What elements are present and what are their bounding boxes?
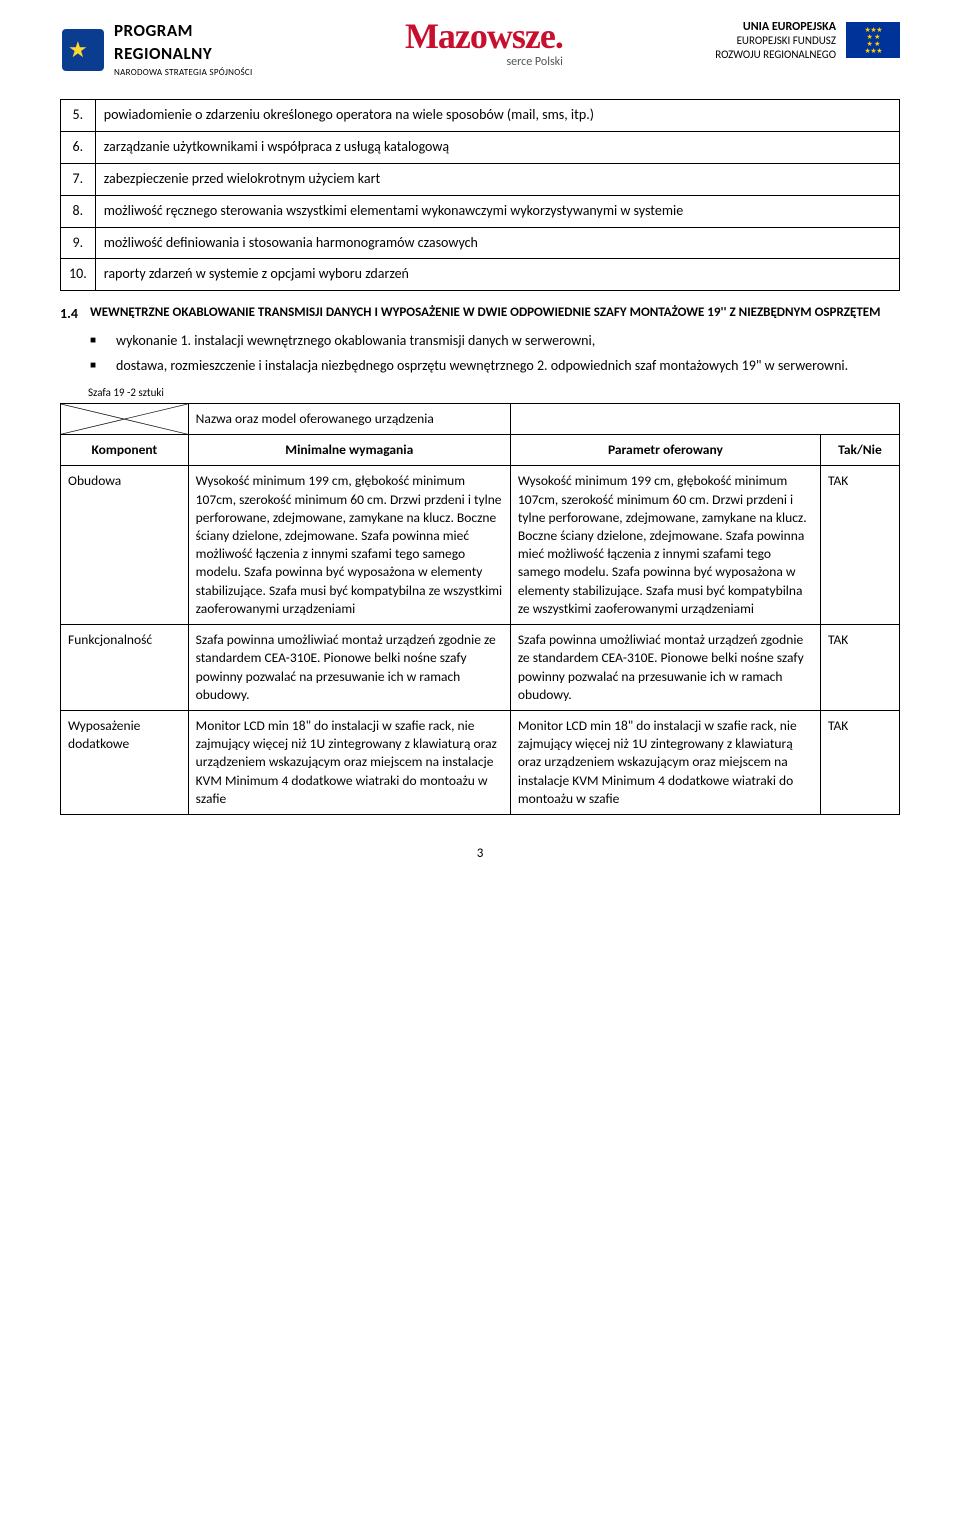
list-row: 6.zarządzanie użytkownikami i współpraca… — [61, 131, 900, 163]
col-header-komponent: Komponent — [61, 435, 189, 466]
list-number: 10. — [61, 259, 96, 291]
list-text: możliwość definiowania i stosowania harm… — [95, 227, 899, 259]
list-number: 8. — [61, 195, 96, 227]
spec-min: Szafa powinna umożliwiać montaż urządzeń… — [188, 625, 510, 711]
list-row: 7.zabezpieczenie przed wielokrotnym użyc… — [61, 163, 900, 195]
name-model-label: Nazwa oraz model oferowanego urządzenia — [188, 403, 510, 434]
program-regionalny-text: PROGRAM REGIONALNY NARODOWA STRATEGIA SP… — [114, 20, 253, 79]
logo-eu: UNIA EUROPEJSKA EUROPEJSKI FUNDUSZ ROZWO… — [715, 20, 900, 61]
page-number: 3 — [60, 845, 900, 863]
spec-row: Wyposażenie dodatkoweMonitor LCD min 18"… — [61, 710, 900, 814]
list-number: 7. — [61, 163, 96, 195]
spec-row: FunkcjonalnośćSzafa powinna umożliwiać m… — [61, 625, 900, 711]
program-regionalny-icon: ★ — [60, 24, 106, 76]
spec-param: Monitor LCD min 18" do instalacji w szaf… — [510, 710, 820, 814]
eu-flag-icon: ★ ★ ★★ ★★ ★★ ★ ★ — [846, 22, 900, 58]
bullet-item: dostawa, rozmieszczenie i instalacja nie… — [90, 357, 900, 376]
bullet-list: wykonanie 1. instalacji wewnętrznego oka… — [60, 332, 900, 376]
col-header-taknie: Tak/Nie — [820, 435, 899, 466]
eu-line3: ROZWOJU REGIONALNEGO — [715, 48, 836, 61]
cross-icon — [61, 404, 188, 434]
name-model-value — [510, 403, 899, 434]
spec-komponent: Funkcjonalność — [61, 625, 189, 711]
list-row: 8.możliwość ręcznego sterowania wszystki… — [61, 195, 900, 227]
spec-min: Monitor LCD min 18" do instalacji w szaf… — [188, 710, 510, 814]
mazowsze-logo-text: Mazowsze. — [405, 20, 563, 52]
page-header: ★ PROGRAM REGIONALNY NARODOWA STRATEGIA … — [60, 20, 900, 79]
col-header-min: Minimalne wymagania — [188, 435, 510, 466]
list-text: zabezpieczenie przed wielokrotnym użycie… — [95, 163, 899, 195]
spec-taknie: TAK — [820, 625, 899, 711]
list-number: 9. — [61, 227, 96, 259]
spec-taknie: TAK — [820, 710, 899, 814]
spec-row: ObudowaWysokość minimum 199 cm, głębokoś… — [61, 466, 900, 625]
spec-param: Szafa powinna umożliwiać montaż urządzeń… — [510, 625, 820, 711]
section-title: WEWNĘTRZNE OKABLOWANIE TRANSMISJI DANYCH… — [90, 305, 881, 322]
list-text: możliwość ręcznego sterowania wszystkimi… — [95, 195, 899, 227]
logo-mazowsze: Mazowsze. serce Polski — [405, 20, 563, 71]
crossed-cell — [61, 403, 189, 434]
mazowsze-sub: serce Polski — [405, 54, 563, 70]
spec-param: Wysokość minimum 199 cm, głębokość minim… — [510, 466, 820, 625]
list-text: raporty zdarzeń w systemie z opcjami wyb… — [95, 259, 899, 291]
eu-line2: EUROPEJSKI FUNDUSZ — [715, 34, 836, 47]
list-text: zarządzanie użytkownikami i współpraca z… — [95, 131, 899, 163]
eu-text: UNIA EUROPEJSKA EUROPEJSKI FUNDUSZ ROZWO… — [715, 20, 836, 61]
spec-table: Nazwa oraz model oferowanego urządzenia … — [60, 403, 900, 815]
header-left-line3: NARODOWA STRATEGIA SPÓJNOŚCI — [114, 67, 253, 79]
bullet-item: wykonanie 1. instalacji wewnętrznego oka… — [90, 332, 900, 351]
header-left-line2: REGIONALNY — [114, 43, 253, 66]
spec-min: Wysokość minimum 199 cm, głębokość minim… — [188, 466, 510, 625]
list-row: 10.raporty zdarzeń w systemie z opcjami … — [61, 259, 900, 291]
section-number: 1.4 — [60, 305, 78, 324]
spec-taknie: TAK — [820, 466, 899, 625]
spec-komponent: Obudowa — [61, 466, 189, 625]
list-number: 5. — [61, 100, 96, 132]
col-header-param: Parametr oferowany — [510, 435, 820, 466]
section-heading: 1.4 WEWNĘTRZNE OKABLOWANIE TRANSMISJI DA… — [60, 305, 900, 324]
spec-komponent: Wyposażenie dodatkowe — [61, 710, 189, 814]
list-row: 9.możliwość definiowania i stosowania ha… — [61, 227, 900, 259]
szafa-label: Szafa 19 -2 sztuki — [88, 386, 900, 401]
numbered-list-table: 5.powiadomienie o zdarzeniu określonego … — [60, 99, 900, 291]
list-number: 6. — [61, 131, 96, 163]
list-row: 5.powiadomienie o zdarzeniu określonego … — [61, 100, 900, 132]
header-left-line1: PROGRAM — [114, 20, 253, 43]
list-text: powiadomienie o zdarzeniu określonego op… — [95, 100, 899, 132]
eu-line1: UNIA EUROPEJSKA — [715, 20, 836, 34]
logo-program-regionalny: ★ PROGRAM REGIONALNY NARODOWA STRATEGIA … — [60, 20, 253, 79]
